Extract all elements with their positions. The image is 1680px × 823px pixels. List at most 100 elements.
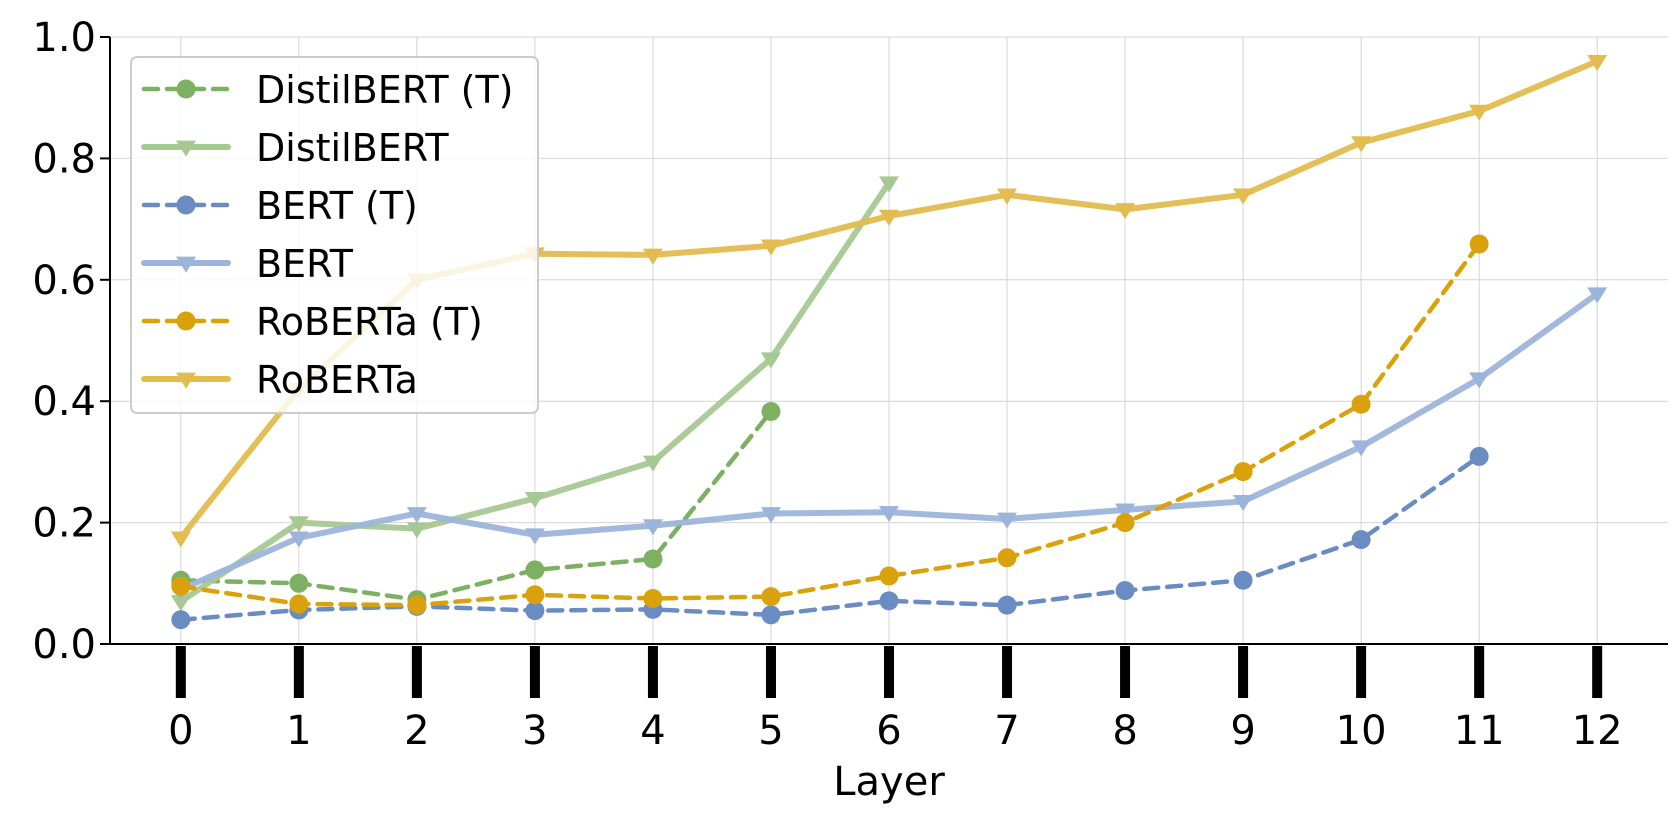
data-point [879,591,899,611]
data-point [1351,394,1371,414]
data-point [1469,446,1489,466]
data-point [642,519,663,536]
x-tick [411,646,422,698]
x-tick [884,646,894,698]
data-point [1115,503,1136,520]
data-point [407,595,427,615]
legend-label: DistilBERT (T) [256,68,514,112]
data-point [1351,136,1372,153]
legend-box [130,56,539,414]
x-tick-label: 2 [404,708,429,754]
data-point [879,505,899,523]
x-tick-label: 11 [1454,708,1505,754]
legend-marker [176,79,196,99]
legend-label: BERT (T) [256,184,418,228]
series-line [178,241,1482,608]
data-point [1233,188,1254,205]
x-tick-label: 8 [1112,708,1137,754]
legend-item: RoBERTa [141,358,418,402]
legend-item: BERT [141,242,354,286]
data-point [170,595,191,612]
x-tick-label: 9 [1230,708,1255,754]
y-tick-label: 0.6 [32,258,96,304]
data-point [642,248,663,265]
legend-marker [176,195,196,215]
data-point [288,516,309,533]
data-point [1115,581,1135,601]
data-point [171,610,191,630]
data-point [997,595,1017,615]
x-tick-label: 6 [876,708,901,754]
data-point [1587,287,1608,304]
y-tick-label: 0.8 [32,136,96,182]
data-point [524,491,545,509]
data-point [761,402,781,422]
data-point [761,605,781,625]
data-point [289,573,309,593]
data-point [997,188,1018,205]
y-tick-label: 0.4 [32,379,96,425]
data-point [288,531,309,548]
x-tick [1474,646,1485,698]
data-point [879,209,899,226]
data-point [170,531,191,548]
data-point [997,548,1017,568]
legend-label: DistilBERT [256,126,449,170]
x-tick-label: 4 [640,708,665,754]
data-point [1115,513,1135,533]
x-tick-label: 7 [994,708,1019,754]
series-distilbert [170,176,899,612]
x-axis-label: Layer [833,759,945,805]
legend-marker [176,311,196,331]
data-point [1233,495,1254,512]
data-point [525,560,545,580]
legend-item: DistilBERT (T) [141,68,514,112]
data-point [1587,54,1608,72]
series-roberta-t [171,234,1489,615]
x-tick-label: 12 [1572,708,1623,754]
x-tick [529,646,540,698]
data-point [1351,440,1372,457]
data-point [643,588,663,608]
x-tick-label: 1 [286,708,311,754]
legend-label: BERT [256,242,354,286]
x-tick-label: 0 [168,708,193,754]
data-point [643,549,663,569]
y-tick-label: 0.2 [32,501,96,547]
tick-labels: 0.00.20.40.60.81.00 1 2 3 4 5 6 7 8 9 10 11 12 [32,15,1622,754]
data-point [879,566,899,586]
legend-label: RoBERTa [256,358,418,402]
data-point [1115,203,1136,220]
x-tick [1592,646,1603,698]
x-tick [1120,646,1131,698]
data-point [525,601,545,621]
data-point [289,594,309,614]
x-tick-label: 5 [758,708,783,754]
series-line [178,409,774,602]
data-point [1469,234,1489,254]
x-tick [765,646,776,698]
legend-item: RoBERTa (T) [141,300,483,344]
x-tick [647,646,658,698]
y-tick-label: 1.0 [32,15,96,61]
data-point [1469,104,1490,121]
legend-item: DistilBERT [141,126,449,170]
legend-marker [176,372,196,389]
x-tick [1002,646,1013,698]
series-bert-t [171,446,1489,630]
axes [100,36,1668,698]
data-point [1233,462,1253,482]
y-tick-label: 0.0 [32,622,96,668]
data-point [525,585,545,605]
x-tick-label: 3 [522,708,547,754]
legend: DistilBERT (T) DistilBERT BERT (T) BERT RoBE… [130,56,539,414]
data-point [406,522,427,539]
data-point [997,512,1018,529]
data-point [642,455,663,472]
legend-label: RoBERTa (T) [256,300,483,344]
data-point [1469,372,1490,389]
data-point [406,507,427,524]
data-point [524,528,545,545]
legend-marker [176,140,196,157]
